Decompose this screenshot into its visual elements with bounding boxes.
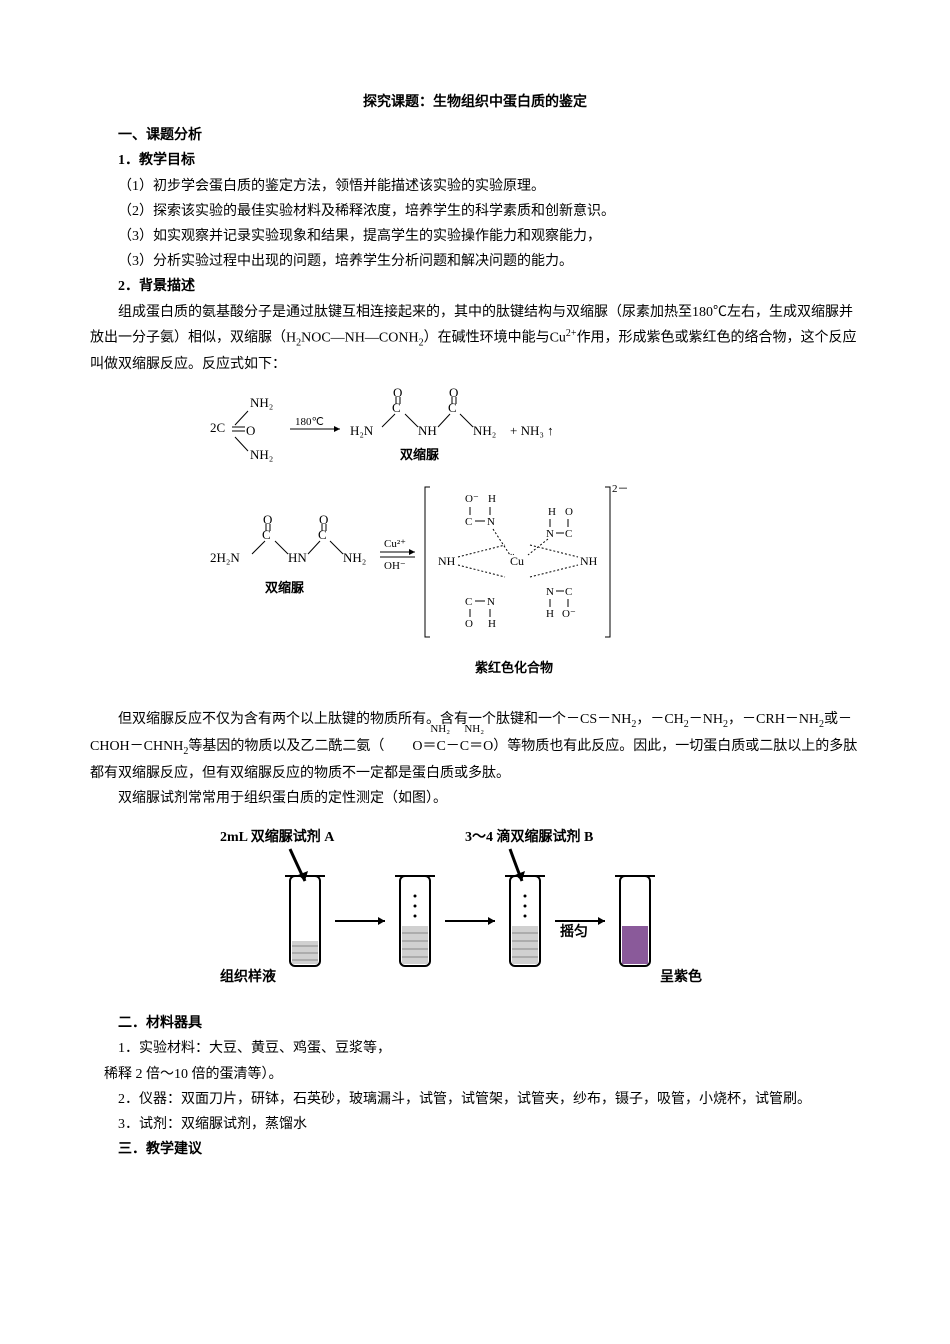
formula-inline: NH₂NH₂O＝C－C＝O bbox=[384, 734, 493, 759]
d2-reagent-b: 3～4 滴双缩脲试剂 B bbox=[465, 828, 593, 845]
d1-cx-h2: H bbox=[548, 506, 556, 518]
d1-nh3: + NH₃ ↑ bbox=[510, 423, 554, 438]
d1-cx-n2: N bbox=[546, 528, 554, 540]
d1-hn: HN bbox=[288, 550, 307, 565]
sub1-heading: 1．教学目标 bbox=[90, 148, 860, 173]
d1-purple-label: 紫红色化合物 bbox=[475, 660, 553, 675]
d1-cx-c2: C bbox=[565, 528, 572, 540]
d2-purple: 呈紫色 bbox=[660, 968, 702, 985]
d1-cx-nh-l: NH bbox=[438, 554, 456, 568]
goal-item-4: （3）分析实验过程中出现的问题，培养学生分析问题和解决问题的能力。 bbox=[90, 249, 860, 274]
d1-nh2-top: NH₂ bbox=[250, 395, 273, 410]
d1-o-3: O bbox=[263, 512, 272, 527]
svg-text:..: .. bbox=[510, 547, 515, 557]
sup-2plus: 2+ bbox=[566, 328, 577, 339]
d1-nh2-prod: NH₂ bbox=[473, 423, 496, 438]
d1-temp: 180℃ bbox=[295, 416, 324, 428]
d1-cx-h1: H bbox=[488, 493, 496, 505]
goal-item-1: （1）初步学会蛋白质的鉴定方法，领悟并能描述该实验的实验原理。 bbox=[90, 174, 860, 199]
d1-cx-o3: O bbox=[465, 618, 473, 630]
d1-biuret-label-1: 双缩脲 bbox=[400, 447, 440, 462]
d1-cx-n4: N bbox=[546, 586, 554, 598]
d2-shake: 摇匀 bbox=[560, 923, 588, 940]
section1-heading: 一、课题分析 bbox=[90, 123, 860, 148]
sub2-heading: 2．背景描述 bbox=[90, 274, 860, 299]
goal-item-3: （3）如实观察并记录实验现象和结果，提高学生的实验操作能力和观察能力， bbox=[90, 224, 860, 249]
d1-o-2: O bbox=[449, 387, 458, 400]
reaction-diagram: NH₂ 2C O NH₂ 180℃ H₂N C O NH C O bbox=[210, 387, 660, 697]
d1-cx-h3: H bbox=[488, 618, 496, 630]
bg-text-1b: NOC—NH—CONH bbox=[301, 330, 418, 345]
d1-2c: 2C bbox=[210, 420, 225, 435]
d2-reagent-a: 2mL 双缩脲试剂 A bbox=[220, 828, 335, 845]
formula-nh2-2: NH₂ bbox=[436, 720, 484, 740]
d1-o-1: O bbox=[393, 387, 402, 400]
d1-nh2-bot: NH₂ bbox=[250, 447, 273, 462]
bg2-a: 但双缩脲反应不仅为含有两个以上肽键的物质所有。含有一个肽键和一个－CS－NH bbox=[118, 712, 631, 727]
background-para2: 但双缩脲反应不仅为含有两个以上肽键的物质所有。含有一个肽键和一个－CS－NH2，… bbox=[90, 707, 860, 786]
materials-1: 1．实验材料：大豆、黄豆、鸡蛋、豆浆等， bbox=[90, 1036, 860, 1061]
d2-sample: 组织样液 bbox=[220, 968, 277, 985]
d1-nh-1: NH bbox=[418, 423, 437, 438]
page-title: 探究课题：生物组织中蛋白质的鉴定 bbox=[90, 90, 860, 115]
d1-biuret-label-2: 双缩脲 bbox=[265, 580, 305, 595]
d1-cx-c4: C bbox=[565, 586, 572, 598]
background-para3: 双缩脲试剂常常用于组织蛋白质的定性测定（如图）。 bbox=[90, 786, 860, 811]
bg2-d: ，－CRH－NH bbox=[728, 712, 819, 727]
d1-nh2-2: NH₂ bbox=[343, 550, 366, 565]
d1-cx-n1: N bbox=[487, 516, 495, 528]
materials-2: 2．仪器：双面刀片，研钵，石英砂，玻璃漏斗，试管，试管架，试管夹，纱布，镊子，吸… bbox=[90, 1087, 860, 1112]
procedure-diagram: 2mL 双缩脲试剂 A 3～4 滴双缩脲试剂 B bbox=[210, 821, 730, 1001]
d1-oh-bot: OH⁻ bbox=[384, 560, 406, 572]
bg2-f1: 等基因的物质以及乙二酰二氨（ bbox=[188, 739, 384, 754]
d1-cx-c3: C bbox=[465, 596, 472, 608]
d1-2h2n: 2H₂N bbox=[210, 550, 240, 565]
procedure-svg: 2mL 双缩脲试剂 A 3～4 滴双缩脲试剂 B bbox=[210, 821, 730, 1001]
d1-cu-top: Cu²⁺ bbox=[384, 538, 406, 550]
section2-heading: 二．材料器具 bbox=[90, 1011, 860, 1036]
d1-cx-nh-r: NH bbox=[580, 554, 598, 568]
d1-o-4: O bbox=[319, 512, 328, 527]
d1-cx-n3: N bbox=[487, 596, 495, 608]
section3-heading: 三．教学建议 bbox=[90, 1137, 860, 1162]
d1-cx-o2: O bbox=[565, 506, 573, 518]
d1-2minus: 2－ bbox=[612, 483, 629, 495]
d1-cx-h4: H bbox=[546, 608, 554, 620]
d1-cx-c1: C bbox=[465, 516, 472, 528]
reaction-svg: NH₂ 2C O NH₂ 180℃ H₂N C O NH C O bbox=[210, 387, 660, 697]
goal-item-2: （2）探索该实验的最佳实验材料及稀释浓度，培养学生的科学素质和创新意识。 bbox=[90, 199, 860, 224]
d1-cx-ominus4: O⁻ bbox=[562, 608, 576, 620]
bg2-b: ，－CH bbox=[636, 712, 683, 727]
materials-3: 3．试剂：双缩脲试剂，蒸馏水 bbox=[90, 1112, 860, 1137]
bg-text-1c: ）在碱性环境中能与Cu bbox=[424, 330, 566, 345]
materials-1b: 稀释 2 倍～10 倍的蛋清等）。 bbox=[90, 1062, 860, 1087]
bg2-c: －NH bbox=[689, 712, 723, 727]
d1-h2n-1: H₂N bbox=[350, 423, 374, 438]
d1-cx-ominus1: O⁻ bbox=[465, 493, 479, 505]
background-para1: 组成蛋白质的氨基酸分子是通过肽键互相连接起来的，其中的肽键结构与双缩脲（尿素加热… bbox=[90, 300, 860, 378]
d1-o: O bbox=[246, 423, 255, 438]
